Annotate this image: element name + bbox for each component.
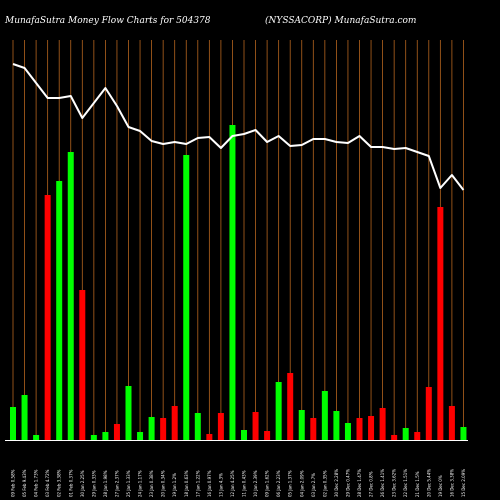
bar-2 [21,395,28,440]
bar-32 [368,416,375,440]
x-tick-label: 30 Dec 2.28% [334,469,339,497]
bar-19 [217,413,224,440]
x-tick-label: 20 Dec 5.44% [426,469,431,497]
bar-11 [125,386,132,440]
x-tick-label: 10 Jan 2.39% [253,470,258,497]
bar-22 [252,412,259,440]
x-tick-label: 04 Jan 2.09% [299,470,304,497]
bar-39 [448,406,455,440]
line-layer [12,63,465,191]
bar-13 [148,417,155,440]
bar-36 [414,432,421,440]
bar-34 [391,435,398,440]
x-tick-label: 30 Jan 2.25% [80,470,85,497]
bar-38 [437,207,444,440]
bar-6 [67,152,74,440]
bar-18 [206,434,213,440]
bar-9 [102,432,109,440]
x-tick-label: 23 Jan 0.38% [149,470,154,497]
x-tick-label: 17 Jan 1.22% [195,470,200,497]
x-tick-label: 26 Dec 1.41% [380,469,385,497]
x-tick-label: 22 Dec 1.51% [403,469,408,497]
x-tick-label: 18 Jan 0.63% [184,470,189,497]
x-tick-label: 24 Jan 1.17% [138,470,143,497]
bar-28 [321,391,328,440]
x-tick-label: 09 Feb 0.58% [11,469,16,497]
x-tick-label: 09 Jan 1.62% [265,470,270,497]
x-tick-label: 15 Dec 2.09% [461,469,466,497]
x-tick-label: 03 Jan 2.7% [311,473,316,497]
bar-3 [33,435,40,440]
x-tick-label: 12 Jan 4.25% [230,470,235,497]
bar-33 [379,408,386,440]
bar-25 [287,373,294,440]
bar-31 [356,418,363,440]
x-tick-label: 25 Jan 1.33% [126,470,131,497]
bar-26 [298,410,305,440]
x-tick-label: 29 Dec 0.47% [345,469,350,497]
x-tick-label: 11 Jan 0.43% [242,470,247,497]
bar-27 [310,418,317,440]
money-flow-line [12,63,465,191]
bar-17 [194,413,201,440]
bar-16 [183,155,190,440]
bar-37 [425,387,432,440]
x-tick-label: 05 Jan 1.37% [288,470,293,497]
bar-4 [44,195,51,440]
bar-15 [171,406,178,440]
chart-title-left: MunafaSutra Money Flow Charts for 504378 [4,16,211,26]
x-tick-label: 29 Jan 0.33% [91,470,96,497]
bar-7 [79,290,86,440]
x-tick-label: 23 Dec 3.62% [392,469,397,497]
x-tick-label: 02 Jan 0.35% [322,470,327,497]
bar-1 [10,407,16,440]
bar-30 [344,423,351,440]
x-tick-label: 05 Feb 9.43% [22,469,27,497]
bar-24 [275,382,282,440]
x-tick-label: 28 Jan 1.98% [103,470,108,497]
x-tick-label: 19 Dec 0% [438,475,443,497]
bar-layer [10,125,467,440]
bar-40 [460,427,467,440]
x-tick-label: 21 Dec 1.5% [415,471,420,497]
bar-29 [333,411,340,440]
x-tick-label: 28 Dec 1.47% [357,469,362,497]
x-tick-label: 03 Feb 4.72% [45,469,50,497]
bar-35 [402,428,409,440]
x-tick-label: 06 Jan 2.23% [276,470,281,497]
bar-8 [90,435,97,440]
bar-12 [137,432,144,440]
x-tick-label: 13 Jan 4.3% [218,473,223,497]
x-tick-label: 01 Feb 0.37% [68,469,73,497]
x-tick-label: 02 Feb 3.38% [57,469,62,497]
x-tick-label: 04 Feb 1.73% [34,469,39,497]
x-tick-label: 27 Dec 0.8% [369,471,374,497]
x-tick-label: 20 Jan 0.34% [161,470,166,497]
chart-title-right: (NYSSACORP) MunafaSutra.com [265,15,416,26]
bar-10 [113,424,120,440]
bar-23 [264,431,271,440]
x-tick-label: 19 Jan 1.2% [172,473,177,497]
bar-21 [241,430,247,440]
x-tick-label: 27 Jan 2.37% [114,470,119,497]
bar-20 [229,125,236,440]
bar-14 [160,418,167,440]
x-tick-label-layer: 09 Feb 0.58% 05 Feb 9.43% 04 Feb 1.73% 03 F… [11,469,466,497]
x-tick-label: 16 Dec 3.38% [449,469,454,497]
bar-5 [56,181,63,440]
x-tick-label: 16 Jan 0.97% [207,470,212,497]
